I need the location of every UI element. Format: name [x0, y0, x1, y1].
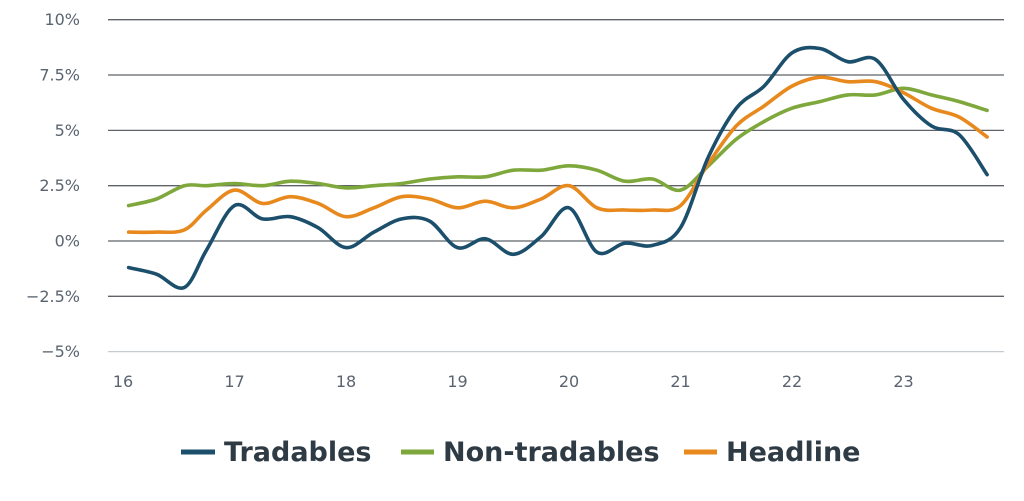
y-axis-labels: 10% 7.5% 5% 2.5% 0% −2.5% −5% [26, 10, 80, 361]
legend-label-non-tradables: Non-tradables [443, 437, 660, 468]
x-tick-label: 17 [224, 372, 244, 391]
legend: Tradables Non-tradables Headline [181, 437, 861, 468]
series-line-non-tradables [126, 86, 989, 208]
series-line-tradables [126, 45, 989, 290]
y-tick-label: 7.5% [39, 66, 80, 85]
y-tick-label: −2.5% [26, 287, 80, 306]
x-tick-label: 23 [893, 372, 913, 391]
y-tick-label: 2.5% [39, 176, 80, 195]
x-tick-label: 18 [336, 372, 356, 391]
series-lines [126, 45, 989, 290]
x-tick-label: 16 [113, 372, 133, 391]
x-axis-labels: 16 17 18 19 20 21 22 23 [113, 372, 914, 391]
y-tick-label: 0% [55, 232, 80, 251]
x-tick-label: 19 [447, 372, 467, 391]
x-tick-label: 20 [559, 372, 579, 391]
y-tick-label: −5% [41, 342, 80, 361]
y-tick-label: 10% [44, 10, 80, 29]
x-tick-label: 21 [670, 372, 690, 391]
y-tick-label: 5% [55, 121, 80, 140]
legend-label-tradables: Tradables [224, 437, 372, 468]
legend-label-headline: Headline [726, 437, 861, 468]
series-line-headline [126, 75, 989, 235]
x-tick-label: 22 [782, 372, 802, 391]
